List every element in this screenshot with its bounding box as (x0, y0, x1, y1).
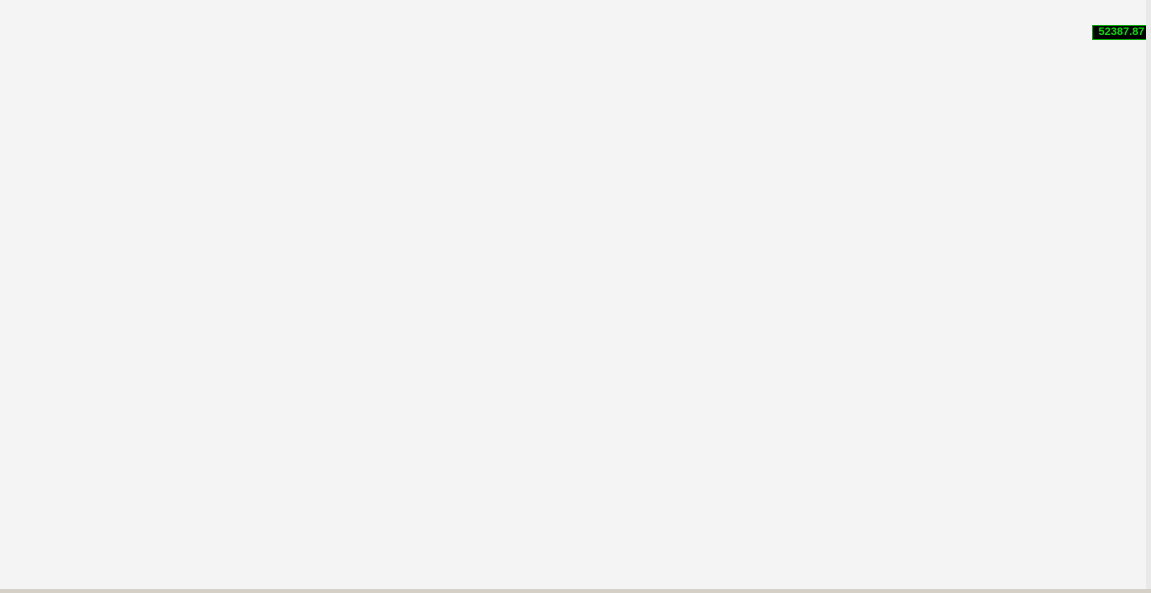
window-right-edge (1146, 0, 1151, 593)
window-bottom-edge (0, 589, 1151, 593)
last-price-tag: 52387.87 (1092, 25, 1151, 40)
